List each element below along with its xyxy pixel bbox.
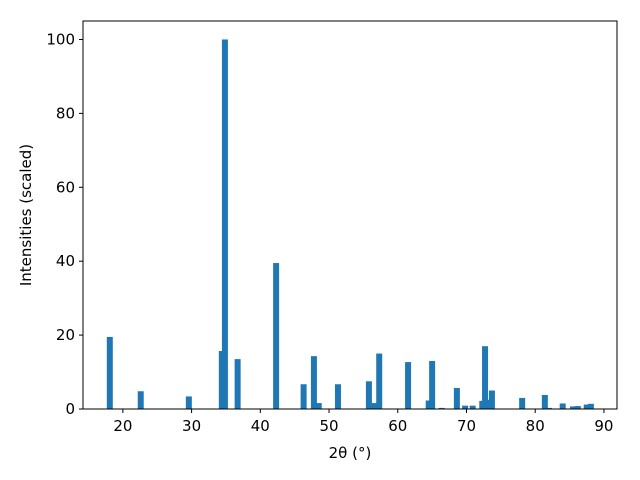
bar (583, 404, 590, 409)
bar (429, 360, 436, 409)
bar (234, 359, 241, 409)
x-tick-label: 50 (319, 417, 338, 435)
bar (462, 405, 469, 409)
bar (438, 407, 445, 409)
bar (482, 346, 489, 409)
bar (310, 356, 317, 409)
bar (315, 403, 322, 409)
x-tick-label: 20 (113, 417, 132, 435)
x-axis-label: 2θ (°) (329, 444, 372, 462)
bar (185, 396, 192, 409)
bar (559, 403, 566, 409)
y-axis-label: Intensities (scaled) (17, 144, 35, 286)
bar (574, 406, 581, 409)
bar (334, 384, 341, 409)
y-tick-label: 100 (46, 30, 75, 48)
bar (137, 391, 144, 409)
bar (469, 405, 476, 409)
bar (405, 362, 412, 409)
bar (541, 394, 548, 409)
bar (221, 39, 228, 409)
bar (376, 353, 383, 409)
bar (273, 263, 280, 409)
y-tick-label: 20 (56, 326, 75, 344)
bar (519, 397, 526, 409)
x-tick-label: 80 (526, 417, 545, 435)
y-tick-label: 80 (56, 104, 75, 122)
bar (218, 350, 225, 409)
y-tick-label: 0 (65, 400, 75, 418)
bar (453, 387, 460, 409)
x-tick-label: 40 (251, 417, 270, 435)
bar (425, 400, 432, 409)
bar (370, 403, 377, 409)
bar (365, 381, 372, 409)
bar (488, 390, 495, 409)
bar (545, 407, 552, 409)
x-tick-label: 70 (457, 417, 476, 435)
bar (300, 384, 307, 409)
bar (106, 336, 113, 409)
y-tick-label: 40 (56, 252, 75, 270)
bar (587, 403, 594, 409)
x-tick-label: 60 (388, 417, 407, 435)
y-tick-label: 60 (56, 178, 75, 196)
plot-frame (82, 20, 618, 410)
x-tick-label: 30 (182, 417, 201, 435)
bar (570, 406, 577, 409)
x-tick-label: 90 (594, 417, 613, 435)
